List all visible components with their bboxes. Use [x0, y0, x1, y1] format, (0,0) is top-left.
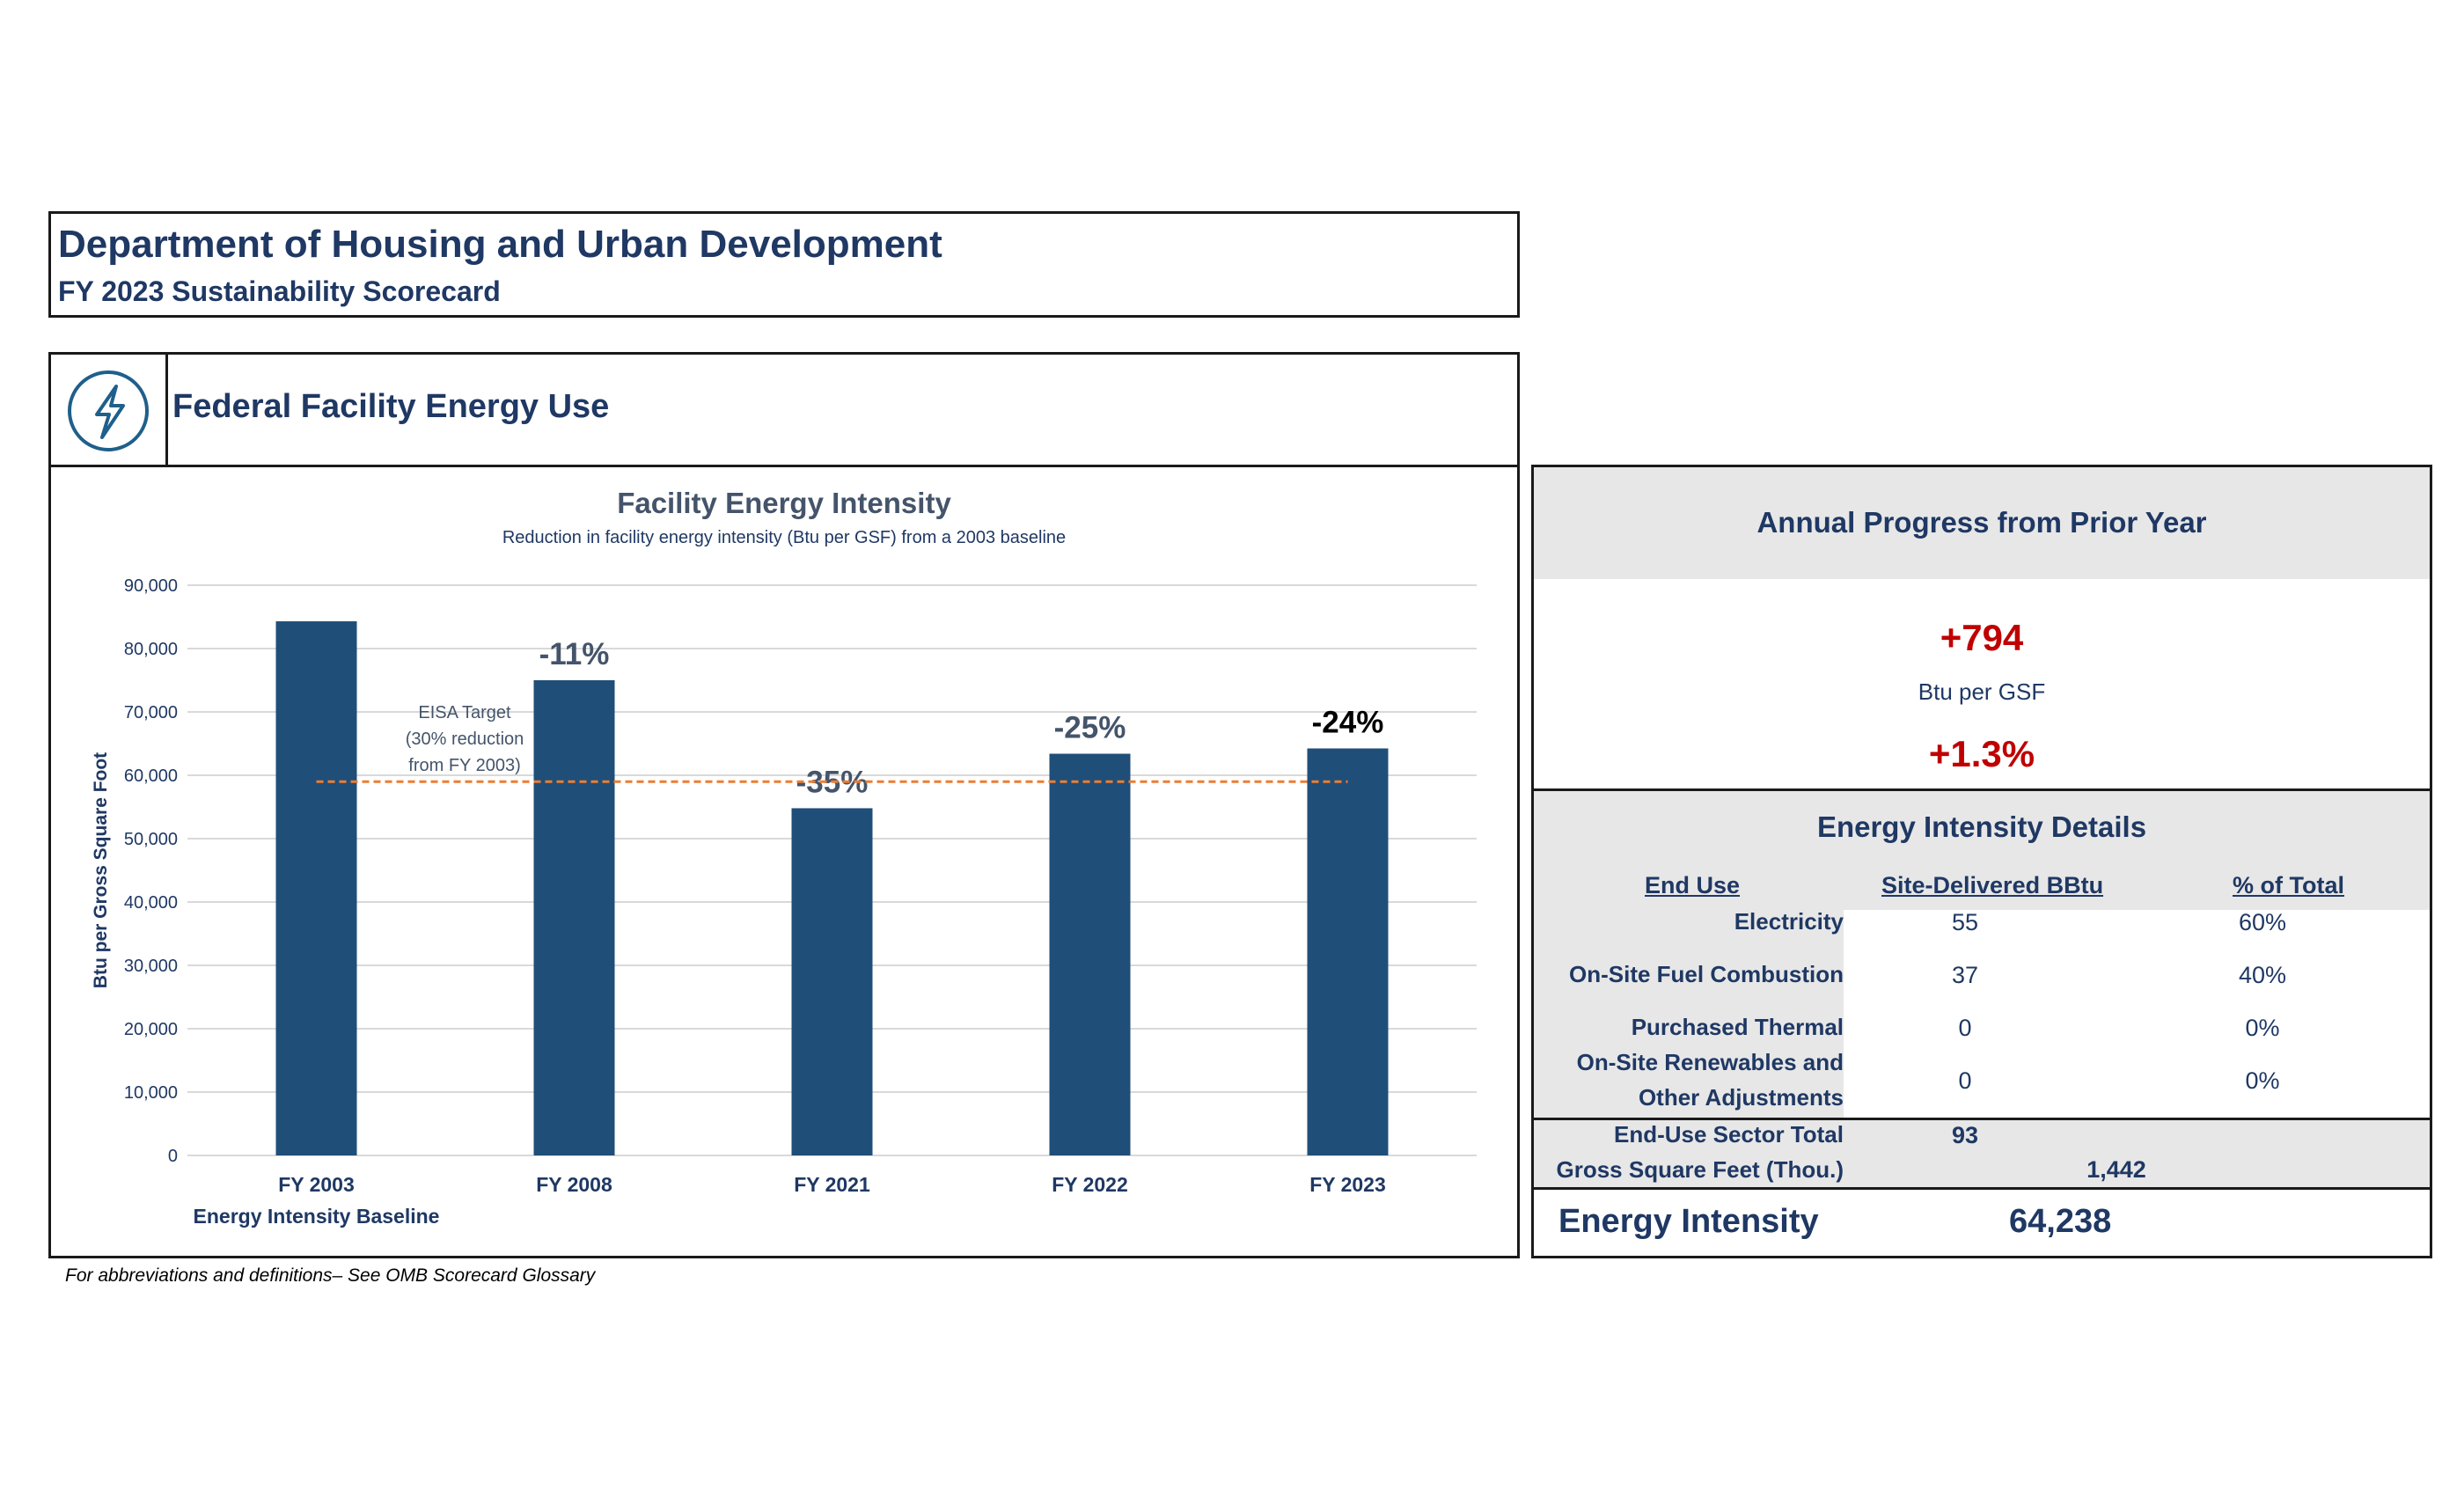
icon-cell	[51, 355, 168, 465]
progress-panel: Annual Progress from Prior Year +794 Btu…	[1531, 465, 2432, 1258]
eisa-target-label: (30% reduction	[406, 730, 524, 749]
section-title: Federal Facility Energy Use	[172, 388, 610, 425]
row-label-renewables-1: On-Site Renewables and	[1576, 1049, 1844, 1075]
y-tick-label: 0	[168, 1147, 178, 1166]
row-bbtu-thermal: 0	[1958, 1015, 1972, 1041]
y-tick-label: 70,000	[124, 703, 178, 722]
col-head-pct: % of Total	[2233, 872, 2344, 898]
gsf-value: 1,442	[2086, 1156, 2146, 1183]
gsf-label: Gross Square Feet (Thou.)	[1556, 1156, 1844, 1183]
row-pct-renewables: 0%	[2245, 1067, 2280, 1094]
progress-unit: Btu per GSF	[1918, 678, 2046, 705]
details-title: Energy Intensity Details	[1816, 810, 2147, 843]
label-column	[1534, 910, 1844, 1118]
divider	[1534, 1118, 2430, 1120]
row-pct-electricity: 60%	[2238, 909, 2287, 935]
eisa-target-label: EISA Target	[418, 703, 511, 722]
divider	[1534, 788, 2430, 791]
divider	[1534, 1187, 2430, 1190]
bar-fy-2021	[791, 808, 873, 1155]
lightning-bolt-icon	[68, 370, 149, 451]
row-pct-fuel: 40%	[2238, 962, 2287, 988]
row-label-electricity: Electricity	[1734, 908, 1844, 935]
details-header	[1534, 791, 2430, 910]
row-label-thermal: Purchased Thermal	[1631, 1014, 1844, 1040]
row-bbtu-renewables: 0	[1958, 1067, 1972, 1094]
bar-fy-2008	[533, 680, 615, 1155]
bar-fy-2022	[1049, 753, 1131, 1155]
totals-block	[1534, 1120, 2430, 1187]
bar-data-label: -25%	[1054, 711, 1126, 745]
row-pct-thermal: 0%	[2245, 1015, 2280, 1041]
row-bbtu-fuel: 37	[1951, 962, 1979, 988]
chart-title: Facility Energy Intensity	[617, 487, 951, 519]
progress-pct-change: +1.3%	[1928, 733, 2035, 774]
row-label-renewables-2: Other Adjustments	[1638, 1084, 1844, 1111]
x-tick-label: FY 2023	[1309, 1173, 1386, 1196]
x-tick-label: FY 2021	[794, 1173, 870, 1196]
x-tick-label: FY 2022	[1052, 1173, 1128, 1196]
progress-abs-change: +794	[1940, 617, 2024, 658]
progress-title: Annual Progress from Prior Year	[1756, 506, 2207, 539]
y-tick-label: 60,000	[124, 766, 178, 786]
section-header: Federal Facility Energy Use	[48, 352, 1520, 467]
y-tick-label: 50,000	[124, 830, 178, 849]
y-tick-label: 10,000	[124, 1083, 178, 1103]
y-tick-label: 30,000	[124, 957, 178, 976]
energy-intensity-label: Energy Intensity	[1558, 1203, 1819, 1240]
x-tick-label: FY 2008	[536, 1173, 612, 1196]
row-label-fuel: On-Site Fuel Combustion	[1569, 961, 1844, 987]
x-tick-sublabel: Energy Intensity Baseline	[194, 1205, 440, 1228]
page-subtitle: FY 2023 Sustainability Scorecard	[58, 275, 501, 307]
bar-data-label: -11%	[539, 637, 610, 671]
footnote: For abbreviations and definitions– See O…	[65, 1265, 596, 1286]
y-tick-label: 20,000	[124, 1020, 178, 1039]
col-head-end-use: End Use	[1645, 872, 1741, 898]
y-axis-label: Btu per Gross Square Foot	[91, 752, 111, 988]
y-tick-label: 90,000	[124, 576, 178, 596]
header-box: Department of Housing and Urban Developm…	[48, 211, 1520, 318]
bar-fy-2003	[275, 621, 357, 1155]
total-label: End-Use Sector Total	[1613, 1121, 1844, 1148]
chart-subtitle: Reduction in facility energy intensity (…	[502, 528, 1066, 547]
y-tick-label: 40,000	[124, 893, 178, 913]
progress-header	[1534, 467, 2430, 579]
bar-data-label: -24%	[1312, 705, 1384, 739]
page-title: Department of Housing and Urban Developm…	[58, 223, 942, 266]
energy-intensity-value: 64,238	[2009, 1203, 2112, 1240]
x-tick-label: FY 2003	[278, 1173, 355, 1196]
energy-intensity-chart: Facility Energy Intensity Reduction in fa…	[91, 487, 1477, 1228]
col-head-bbtu: Site-Delivered BBtu	[1881, 872, 2104, 898]
total-value: 93	[1951, 1122, 1979, 1148]
y-tick-label: 80,000	[124, 640, 178, 659]
eisa-target-label: from FY 2003)	[408, 756, 520, 775]
chart-panel: Facility Energy Intensity Reduction in fa…	[48, 465, 1520, 1258]
bar-fy-2023	[1307, 748, 1389, 1155]
row-bbtu-electricity: 55	[1951, 909, 1979, 935]
